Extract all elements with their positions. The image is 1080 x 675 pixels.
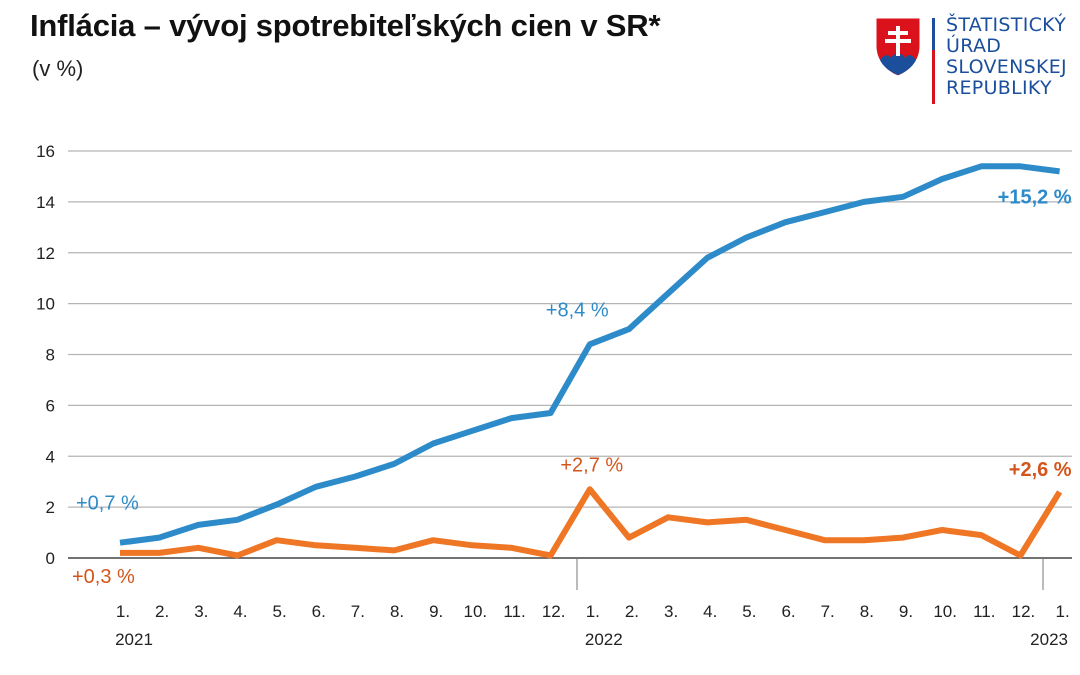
x-tick-label: 10. bbox=[464, 602, 488, 621]
x-tick-label: 6. bbox=[781, 602, 795, 621]
x-tick-label: 4. bbox=[703, 602, 717, 621]
x-tick-label: 1. bbox=[586, 602, 600, 621]
logo-divider bbox=[932, 18, 935, 104]
x-tick-label: 5. bbox=[273, 602, 287, 621]
data-label: +0,3 % bbox=[72, 566, 135, 588]
x-tick-label: 1. bbox=[116, 602, 130, 621]
x-tick-label: 3. bbox=[194, 602, 208, 621]
x-tick-label: 7. bbox=[821, 602, 835, 621]
x-tick-label: 10. bbox=[933, 602, 957, 621]
x-tick-label: 1. bbox=[1056, 602, 1070, 621]
year-label: 2022 bbox=[585, 630, 623, 649]
x-tick-label: 2. bbox=[155, 602, 169, 621]
y-tick-label: 10 bbox=[36, 295, 55, 314]
y-tick-label: 12 bbox=[36, 244, 55, 263]
x-tick-label: 8. bbox=[390, 602, 404, 621]
y-tick-label: 0 bbox=[46, 549, 55, 568]
logo-text: ŠTATISTICKÝ ÚRAD SLOVENSKEJ REPUBLIKY bbox=[946, 15, 1067, 99]
y-tick-label: 16 bbox=[36, 142, 55, 161]
x-tick-label: 9. bbox=[429, 602, 443, 621]
x-tick-label: 5. bbox=[742, 602, 756, 621]
logo-line: ÚRAD bbox=[946, 35, 1002, 57]
data-label: +0,7 % bbox=[76, 493, 139, 515]
series-line-orange bbox=[120, 486, 1063, 559]
y-tick-label: 14 bbox=[36, 193, 55, 212]
logo-divider-accent bbox=[932, 18, 935, 50]
y-tick-label: 6 bbox=[46, 396, 55, 415]
chart-title: Inflácia – vývoj spotrebiteľských cien v… bbox=[30, 8, 661, 43]
logo-line: ŠTATISTICKÝ bbox=[946, 14, 1067, 36]
data-label: +8,4 % bbox=[546, 299, 609, 321]
x-tick-label: 3. bbox=[664, 602, 678, 621]
x-tick-label: 6. bbox=[312, 602, 326, 621]
data-label: +2,6 % bbox=[1009, 459, 1072, 481]
data-label: +2,7 % bbox=[560, 454, 623, 476]
x-tick-label: 4. bbox=[233, 602, 247, 621]
x-tick-label: 12. bbox=[1012, 602, 1036, 621]
data-label: +15,2 % bbox=[998, 186, 1072, 208]
year-label: 2023 bbox=[1030, 630, 1068, 649]
x-tick-label: 12. bbox=[542, 602, 566, 621]
chart-subtitle-unit: (v %) bbox=[32, 56, 84, 81]
x-tick-label: 11. bbox=[503, 602, 525, 621]
y-tick-label: 8 bbox=[46, 346, 55, 365]
y-tick-label: 4 bbox=[46, 447, 55, 466]
statistical-office-logo: ŠTATISTICKÝ ÚRAD SLOVENSKEJ REPUBLIKY bbox=[874, 15, 1074, 106]
series-line-blue bbox=[119, 163, 1060, 546]
x-tick-label: 7. bbox=[351, 602, 365, 621]
logo-line: REPUBLIKY bbox=[946, 77, 1052, 99]
y-tick-label: 2 bbox=[46, 498, 55, 517]
x-tick-label: 11. bbox=[973, 602, 995, 621]
x-tick-label: 8. bbox=[860, 602, 874, 621]
slovak-coat-of-arms-icon bbox=[875, 17, 921, 77]
x-tick-label: 9. bbox=[899, 602, 913, 621]
logo-line: SLOVENSKEJ bbox=[946, 56, 1067, 78]
year-label: 2021 bbox=[115, 630, 153, 649]
x-tick-label: 2. bbox=[625, 602, 639, 621]
